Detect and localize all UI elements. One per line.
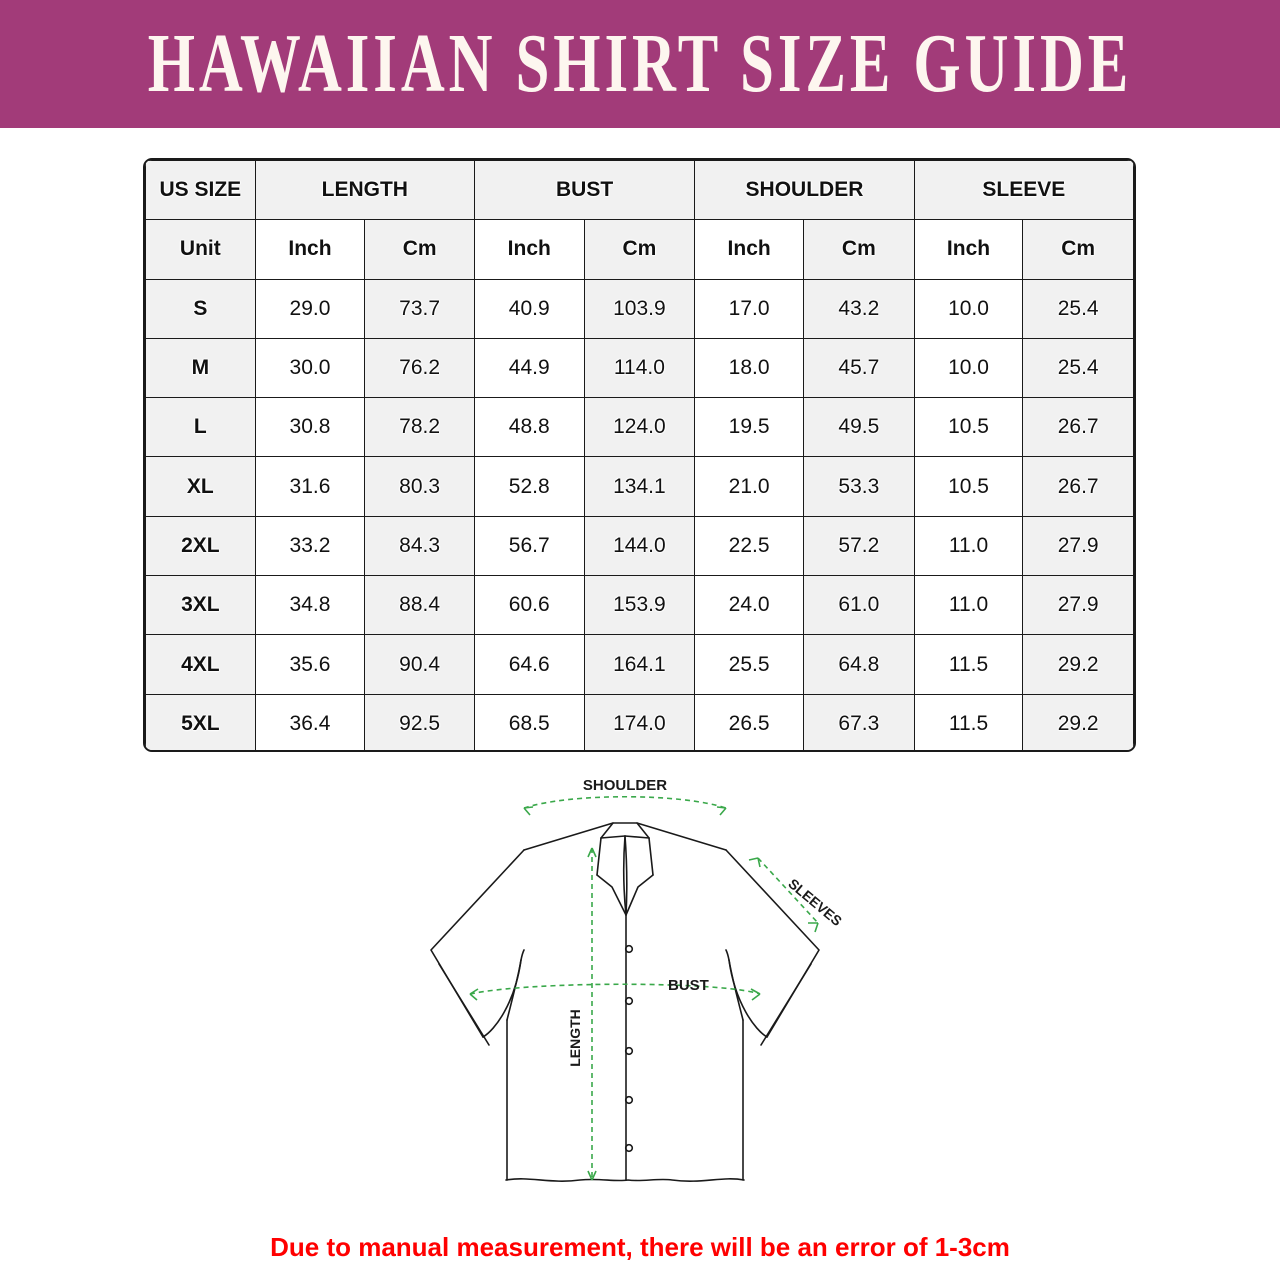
svg-text:LENGTH: LENGTH <box>567 1009 583 1067</box>
svg-text:SHOULDER: SHOULDER <box>583 778 667 794</box>
svg-text:BUST: BUST <box>668 977 709 994</box>
